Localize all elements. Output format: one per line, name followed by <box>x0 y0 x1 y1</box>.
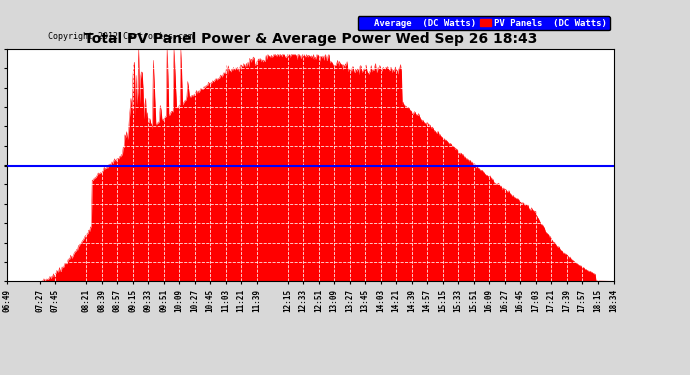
Title: Total PV Panel Power & Average Power Wed Sep 26 18:43: Total PV Panel Power & Average Power Wed… <box>83 32 538 46</box>
Text: Copyright 2012 Cartronics.com: Copyright 2012 Cartronics.com <box>48 32 193 41</box>
Legend: Average  (DC Watts), PV Panels  (DC Watts): Average (DC Watts), PV Panels (DC Watts) <box>357 16 609 30</box>
